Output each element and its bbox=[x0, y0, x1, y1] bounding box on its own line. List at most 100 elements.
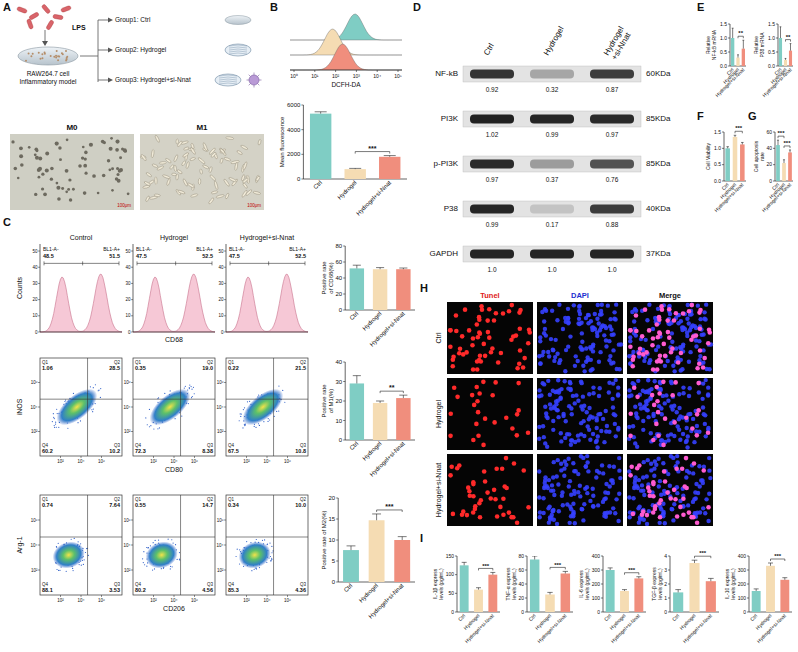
nucleus bbox=[582, 369, 586, 373]
tunel-positive-cell bbox=[684, 456, 689, 461]
y-tick-label: 10² bbox=[217, 568, 224, 573]
x-tick bbox=[377, 70, 378, 72]
nucleus bbox=[576, 359, 580, 363]
nucleus bbox=[661, 461, 665, 465]
y-axis-title: Positive rateof CD68(%) bbox=[321, 261, 334, 295]
event-dot bbox=[267, 421, 268, 422]
cell bbox=[191, 143, 195, 149]
nucleus bbox=[645, 408, 649, 412]
y-tick bbox=[224, 382, 226, 383]
nucleus bbox=[686, 503, 690, 507]
nucleus bbox=[685, 439, 689, 443]
cell bbox=[219, 148, 225, 154]
nucleus bbox=[596, 412, 600, 416]
nucleus bbox=[677, 392, 681, 396]
flow-dot-plots: Q10.74Q27.64Q33.53Q488.110²10²10⁴10⁴10⁶1… bbox=[16, 495, 308, 612]
tunel-positive-cell bbox=[493, 497, 498, 502]
label-line: Hydrogel bbox=[542, 25, 566, 57]
tunel-positive-cell bbox=[471, 510, 476, 515]
nucleus bbox=[701, 506, 705, 510]
image-label: M1 bbox=[196, 123, 208, 132]
band bbox=[590, 70, 634, 79]
tunel-positive-cell bbox=[455, 395, 460, 400]
nucleus bbox=[617, 342, 621, 346]
quadrant-value: 28.5 bbox=[109, 365, 120, 371]
nucleus bbox=[550, 309, 554, 313]
cell bbox=[146, 172, 153, 178]
nucleus bbox=[558, 397, 562, 401]
nucleus bbox=[670, 507, 674, 511]
tunel-positive-cell bbox=[634, 329, 639, 334]
nucleus bbox=[546, 379, 550, 383]
nucleus bbox=[694, 496, 698, 500]
tunel-positive-cell bbox=[690, 426, 695, 431]
tunel-positive-cell bbox=[482, 469, 487, 474]
nucleus bbox=[607, 390, 611, 394]
cell bbox=[102, 174, 106, 178]
tunel-positive-cell bbox=[707, 327, 712, 332]
cell bbox=[50, 177, 53, 180]
tunel-positive-cell bbox=[458, 347, 463, 352]
cell bbox=[190, 157, 196, 161]
cell bbox=[17, 177, 20, 180]
nucleus bbox=[627, 515, 631, 519]
tunel-positive-cell bbox=[512, 461, 517, 466]
event-dot bbox=[150, 545, 151, 546]
category-label: Hydrogel+si-Nnat bbox=[355, 179, 392, 216]
cell bbox=[176, 139, 179, 144]
nucleus bbox=[669, 507, 673, 511]
y-tick bbox=[224, 267, 226, 268]
nucleus bbox=[594, 475, 598, 479]
nucleus bbox=[698, 317, 702, 321]
y-tick-label: 30 bbox=[125, 281, 131, 286]
cell bbox=[34, 153, 37, 156]
micrograph bbox=[140, 134, 264, 210]
event-dot bbox=[164, 393, 165, 394]
event-dot bbox=[59, 570, 60, 571]
event-dot bbox=[263, 421, 264, 422]
event-dot bbox=[74, 538, 75, 539]
tunel-positive-cell bbox=[473, 504, 478, 509]
tunel-positive-cell bbox=[492, 420, 497, 425]
plot-title: Control bbox=[70, 234, 93, 241]
nucleus bbox=[641, 509, 645, 513]
plot-frame bbox=[133, 495, 215, 595]
tunel-positive-cell bbox=[515, 412, 520, 417]
event-dot bbox=[168, 539, 169, 540]
quadrant-lines bbox=[133, 495, 215, 595]
tunel-positive-cell bbox=[672, 488, 677, 493]
tunel-positive-cell bbox=[448, 411, 453, 416]
tunel-positive-cell bbox=[670, 393, 675, 398]
nucleus bbox=[542, 435, 546, 439]
event-dot bbox=[154, 568, 155, 569]
nucleus bbox=[616, 519, 620, 523]
nucleus bbox=[691, 471, 695, 475]
event-dot bbox=[240, 416, 241, 417]
marks bbox=[310, 112, 400, 179]
nucleus bbox=[671, 364, 675, 368]
cell bbox=[56, 182, 59, 185]
tunel-positive-cell bbox=[645, 513, 650, 518]
nucleus bbox=[698, 510, 702, 514]
tunel-positive-cell bbox=[517, 361, 522, 366]
tunel-positive-cell bbox=[657, 391, 662, 396]
tunel-positive-cell bbox=[470, 393, 475, 398]
nucleus bbox=[678, 438, 682, 442]
x-tick-label: 10⁵ bbox=[394, 73, 402, 79]
nucleus bbox=[647, 303, 651, 307]
nucleus bbox=[687, 360, 691, 364]
quadrant-value: 1.06 bbox=[42, 365, 53, 371]
nucleus bbox=[672, 502, 676, 506]
nucleus bbox=[607, 380, 611, 384]
tunel-positive-cell bbox=[504, 456, 509, 461]
nucleus bbox=[708, 476, 712, 480]
tunel-positive-cell bbox=[467, 489, 472, 494]
nucleus bbox=[569, 438, 573, 442]
nucleus bbox=[599, 312, 603, 316]
nucleus bbox=[631, 511, 635, 515]
nucleus bbox=[577, 305, 581, 309]
tunel-positive-cell bbox=[492, 318, 497, 323]
nucleus bbox=[686, 434, 690, 438]
tunel-positive-cell bbox=[515, 366, 520, 371]
nucleus bbox=[552, 460, 556, 464]
